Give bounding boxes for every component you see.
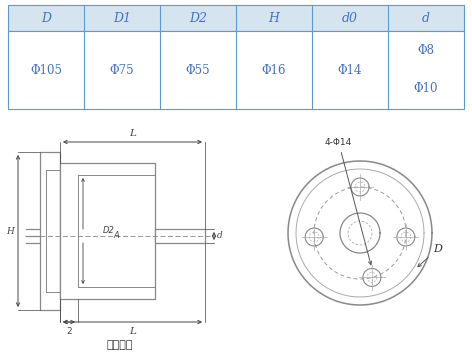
Text: Φ10: Φ10 xyxy=(414,83,438,96)
Bar xyxy=(60,163,155,299)
Text: d0: d0 xyxy=(342,12,358,25)
Text: H: H xyxy=(269,12,279,25)
Text: L: L xyxy=(129,327,136,336)
Text: Φ55: Φ55 xyxy=(185,64,211,77)
Text: L: L xyxy=(129,129,136,138)
Text: D: D xyxy=(418,244,442,267)
Text: d: d xyxy=(217,231,223,240)
Bar xyxy=(8,31,464,109)
Text: D1: D1 xyxy=(113,12,131,25)
Text: Φ16: Φ16 xyxy=(262,64,286,77)
Text: H: H xyxy=(6,226,14,235)
Text: A: A xyxy=(114,231,119,240)
Bar xyxy=(155,229,205,243)
Text: d: d xyxy=(422,12,430,25)
Bar xyxy=(8,5,464,31)
Text: Φ14: Φ14 xyxy=(338,64,362,77)
Text: D: D xyxy=(41,12,51,25)
Text: 固定法兰: 固定法兰 xyxy=(107,340,133,350)
Text: Φ105: Φ105 xyxy=(30,64,62,77)
Bar xyxy=(40,152,60,310)
Text: Φ75: Φ75 xyxy=(110,64,135,77)
Text: 2: 2 xyxy=(66,327,72,336)
Text: Φ8: Φ8 xyxy=(418,44,435,57)
Text: D2: D2 xyxy=(189,12,207,25)
Text: D2: D2 xyxy=(102,226,114,235)
Text: 4-Φ14: 4-Φ14 xyxy=(325,138,371,265)
